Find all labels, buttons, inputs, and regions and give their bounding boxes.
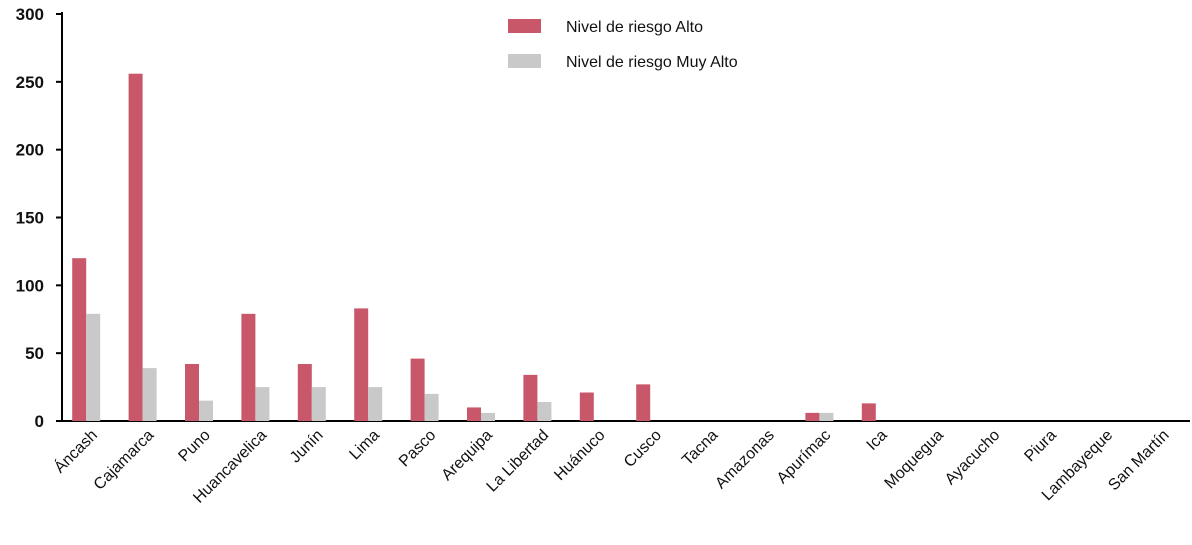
y-tick-label: 200 [16,141,44,160]
bar-muy-alto [311,387,326,421]
x-tick-label: Huánuco [551,427,608,484]
y-axis: 0 50 100 150 200 250 300 [16,5,63,431]
x-tick-label: Moquegua [882,427,948,493]
x-tick-label: Pasco [396,427,440,471]
bar-alto [241,313,256,421]
x-tick-label: Cusco [621,427,665,471]
bar-muy-alto [424,393,439,421]
x-tick-label: San Martín [1105,427,1172,494]
bar-alto [861,403,876,421]
legend: Nivel de riesgo Alto Nivel de riesgo Muy … [508,19,738,71]
bar-alto [467,407,481,421]
bar-muy-alto [481,412,495,421]
legend-swatch [508,19,541,33]
y-tick-label: 300 [16,5,44,24]
bar-muy-alto [86,313,101,421]
bar-alto [410,358,425,421]
legend-label: Nivel de riesgo Alto [566,19,703,36]
x-tick-label: Apurímac [774,427,834,487]
bar-alto [297,364,312,421]
bar-alto [185,364,199,421]
x-tick-label: Junín [287,427,327,467]
y-tick-label: 50 [25,344,44,363]
bar-muy-alto [819,412,834,421]
x-tick-label: Amazonas [712,427,777,492]
x-tick-label: Ica [864,427,891,454]
bar-muy-alto [537,402,552,421]
bar-muy-alto [199,400,213,421]
bar-alto [805,412,820,421]
bar-muy-alto [368,387,383,421]
bar-alto [523,374,538,421]
y-tick-label: 0 [35,412,44,431]
bar-alto [579,392,594,421]
y-tick-label: 150 [16,209,44,228]
x-tick-label: Puno [175,427,214,466]
bar-alto [354,308,369,421]
bars [72,73,876,422]
x-tick-label: Tacna [679,427,721,469]
x-tick-label: Piura [1021,427,1060,466]
x-tick-label: Arequipa [439,427,496,484]
x-tick-label: Cajamarca [91,427,158,494]
bar-alto [72,258,87,421]
legend-label: Nivel de riesgo Muy Alto [566,54,738,71]
bar-alto [128,73,143,422]
bar-muy-alto [255,387,270,421]
x-tick-label: Lima [346,427,383,464]
y-tick-label: 250 [16,73,44,92]
bar-alto [636,384,651,421]
x-tick-label: Áncash [50,425,101,476]
bar-muy-alto [142,368,157,421]
x-tick-label: Ayacucho [942,427,1004,489]
y-tick-label: 100 [16,276,44,295]
legend-swatch [508,54,541,68]
